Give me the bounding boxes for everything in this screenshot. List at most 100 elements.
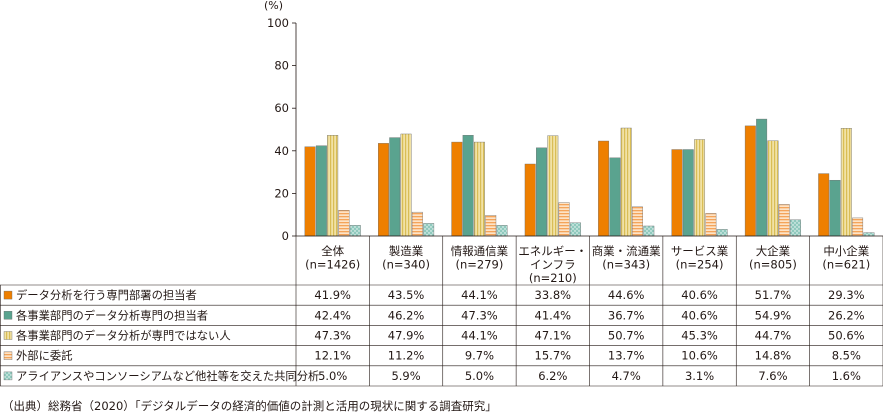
table-cell-value: 44.7% bbox=[755, 329, 792, 343]
bar bbox=[547, 135, 559, 237]
bar bbox=[462, 135, 474, 237]
legend-swatch bbox=[3, 331, 13, 340]
bar bbox=[315, 145, 327, 237]
table-cell-value: 7.6% bbox=[758, 369, 787, 383]
table-cell-value: 41.9% bbox=[314, 288, 351, 302]
x-tick-label: 中小企業(n=621) bbox=[822, 244, 870, 272]
table-cell-value: 46.2% bbox=[388, 308, 425, 322]
table-cell-value: 8.5% bbox=[832, 349, 861, 363]
bar bbox=[756, 118, 768, 237]
table-cell-value: 47.3% bbox=[461, 308, 498, 322]
legend-label: 各事業部門のデータ分析が専門ではない人 bbox=[16, 329, 231, 343]
legend-label: データ分析を行う専門部署の担当者 bbox=[16, 288, 197, 302]
table-cell-value: 43.5% bbox=[388, 288, 425, 302]
bar bbox=[716, 229, 728, 237]
bar bbox=[349, 225, 361, 237]
table-cell-value: 13.7% bbox=[608, 349, 645, 363]
x-tick-label: 商業・流通業(n=343) bbox=[592, 244, 661, 272]
bar bbox=[536, 147, 547, 237]
table-cell-value: 12.1% bbox=[314, 349, 351, 363]
table-cell-value: 50.7% bbox=[608, 329, 645, 343]
table-cell-value: 26.2% bbox=[828, 308, 865, 322]
bar bbox=[338, 210, 350, 237]
x-axis: 全体(n=1426) 製造業(n=340) 情報通信業(n=279) エネルギー・イン… bbox=[295, 235, 883, 285]
y-tick-label: 20 bbox=[274, 186, 289, 200]
bar bbox=[569, 222, 581, 237]
table-cell-value: 29.3% bbox=[828, 288, 865, 302]
bar bbox=[304, 146, 316, 237]
bar bbox=[778, 204, 790, 237]
x-tick-label: 製造業(n=340) bbox=[382, 244, 430, 272]
table-cell-value: 1.6% bbox=[832, 369, 861, 383]
table-cell-value: 5.0% bbox=[465, 369, 494, 383]
bar bbox=[609, 157, 621, 237]
y-axis: (%) 0 20 40 60 80 100 bbox=[264, 0, 297, 243]
table-cell-value: 40.6% bbox=[681, 308, 718, 322]
legend-swatch bbox=[3, 311, 13, 320]
table-cell-value: 50.6% bbox=[828, 329, 865, 343]
bar bbox=[378, 143, 389, 237]
bar bbox=[863, 232, 875, 237]
bar bbox=[389, 137, 401, 237]
bar bbox=[790, 219, 801, 237]
table-cell-value: 6.2% bbox=[538, 369, 567, 383]
legend-swatch bbox=[3, 371, 13, 381]
x-tick-label: 情報通信業(n=279) bbox=[451, 244, 509, 272]
table-cell-value: 54.9% bbox=[755, 308, 792, 322]
x-tick-label: エネルギー・インフラ(n=210) bbox=[518, 244, 587, 285]
legend-label: アライアンスやコンソーシアムなど他社等を交えた共同分析 bbox=[16, 369, 319, 383]
table-cell-value: 10.6% bbox=[681, 349, 718, 363]
table-cell-value: 47.1% bbox=[535, 329, 572, 343]
table-cell-value: 14.8% bbox=[755, 349, 792, 363]
x-tick-label: 全体(n=1426) bbox=[305, 244, 360, 272]
table-cell-value: 42.4% bbox=[314, 308, 351, 322]
bar bbox=[423, 223, 435, 237]
table-cell-value: 51.7% bbox=[755, 288, 792, 302]
table-cell-value: 41.4% bbox=[535, 308, 572, 322]
bar bbox=[671, 149, 683, 237]
source-note: （出典）総務省（2020）「デジタルデータの経済的価値の計測と活用の現状に関する… bbox=[2, 399, 497, 413]
bar bbox=[485, 215, 497, 237]
table-cell-value: 4.7% bbox=[612, 369, 641, 383]
bar bbox=[411, 211, 423, 237]
x-tick-label: サービス業(n=254) bbox=[671, 244, 729, 272]
table-cell-value: 5.0% bbox=[318, 369, 347, 383]
y-tick-label: 60 bbox=[274, 101, 289, 115]
bar bbox=[473, 141, 485, 237]
bar bbox=[705, 213, 717, 237]
bar bbox=[767, 140, 779, 237]
bar bbox=[818, 173, 830, 237]
table-cell-value: 44.1% bbox=[461, 329, 498, 343]
bar bbox=[400, 133, 412, 237]
data-table: データ分析を行う専門部署の担当者 41.9% 43.5% 44.1% 33.8% 44.6… bbox=[0, 284, 883, 387]
bar bbox=[694, 139, 706, 237]
table-cell-value: 47.9% bbox=[388, 329, 425, 343]
legend-swatch bbox=[3, 290, 13, 300]
legend-swatch bbox=[3, 351, 13, 360]
bar bbox=[682, 149, 694, 237]
table-cell-value: 5.9% bbox=[391, 369, 420, 383]
table-cell-value: 3.1% bbox=[685, 369, 714, 383]
bar bbox=[744, 125, 756, 237]
bar bbox=[620, 127, 632, 237]
table-cell-value: 44.6% bbox=[608, 288, 645, 302]
bar bbox=[852, 217, 864, 237]
y-tick-label: 0 bbox=[282, 229, 289, 243]
bar bbox=[496, 225, 508, 237]
table-cell-value: 44.1% bbox=[461, 288, 498, 302]
bar bbox=[451, 141, 463, 237]
bar bbox=[840, 128, 852, 237]
plot-area bbox=[304, 118, 875, 237]
table-cell-value: 9.7% bbox=[465, 349, 494, 363]
y-axis-unit: (%) bbox=[264, 0, 283, 12]
legend-label: 各事業部門のデータ分析専門の担当者 bbox=[16, 308, 208, 322]
y-tick-label: 100 bbox=[267, 16, 289, 30]
table-cell-value: 11.2% bbox=[388, 349, 425, 363]
bar bbox=[829, 179, 841, 237]
table-cell-value: 40.6% bbox=[681, 288, 718, 302]
bar bbox=[558, 202, 570, 237]
bar bbox=[327, 135, 339, 237]
y-tick-label: 40 bbox=[274, 144, 289, 158]
y-tick-label: 80 bbox=[274, 59, 289, 73]
